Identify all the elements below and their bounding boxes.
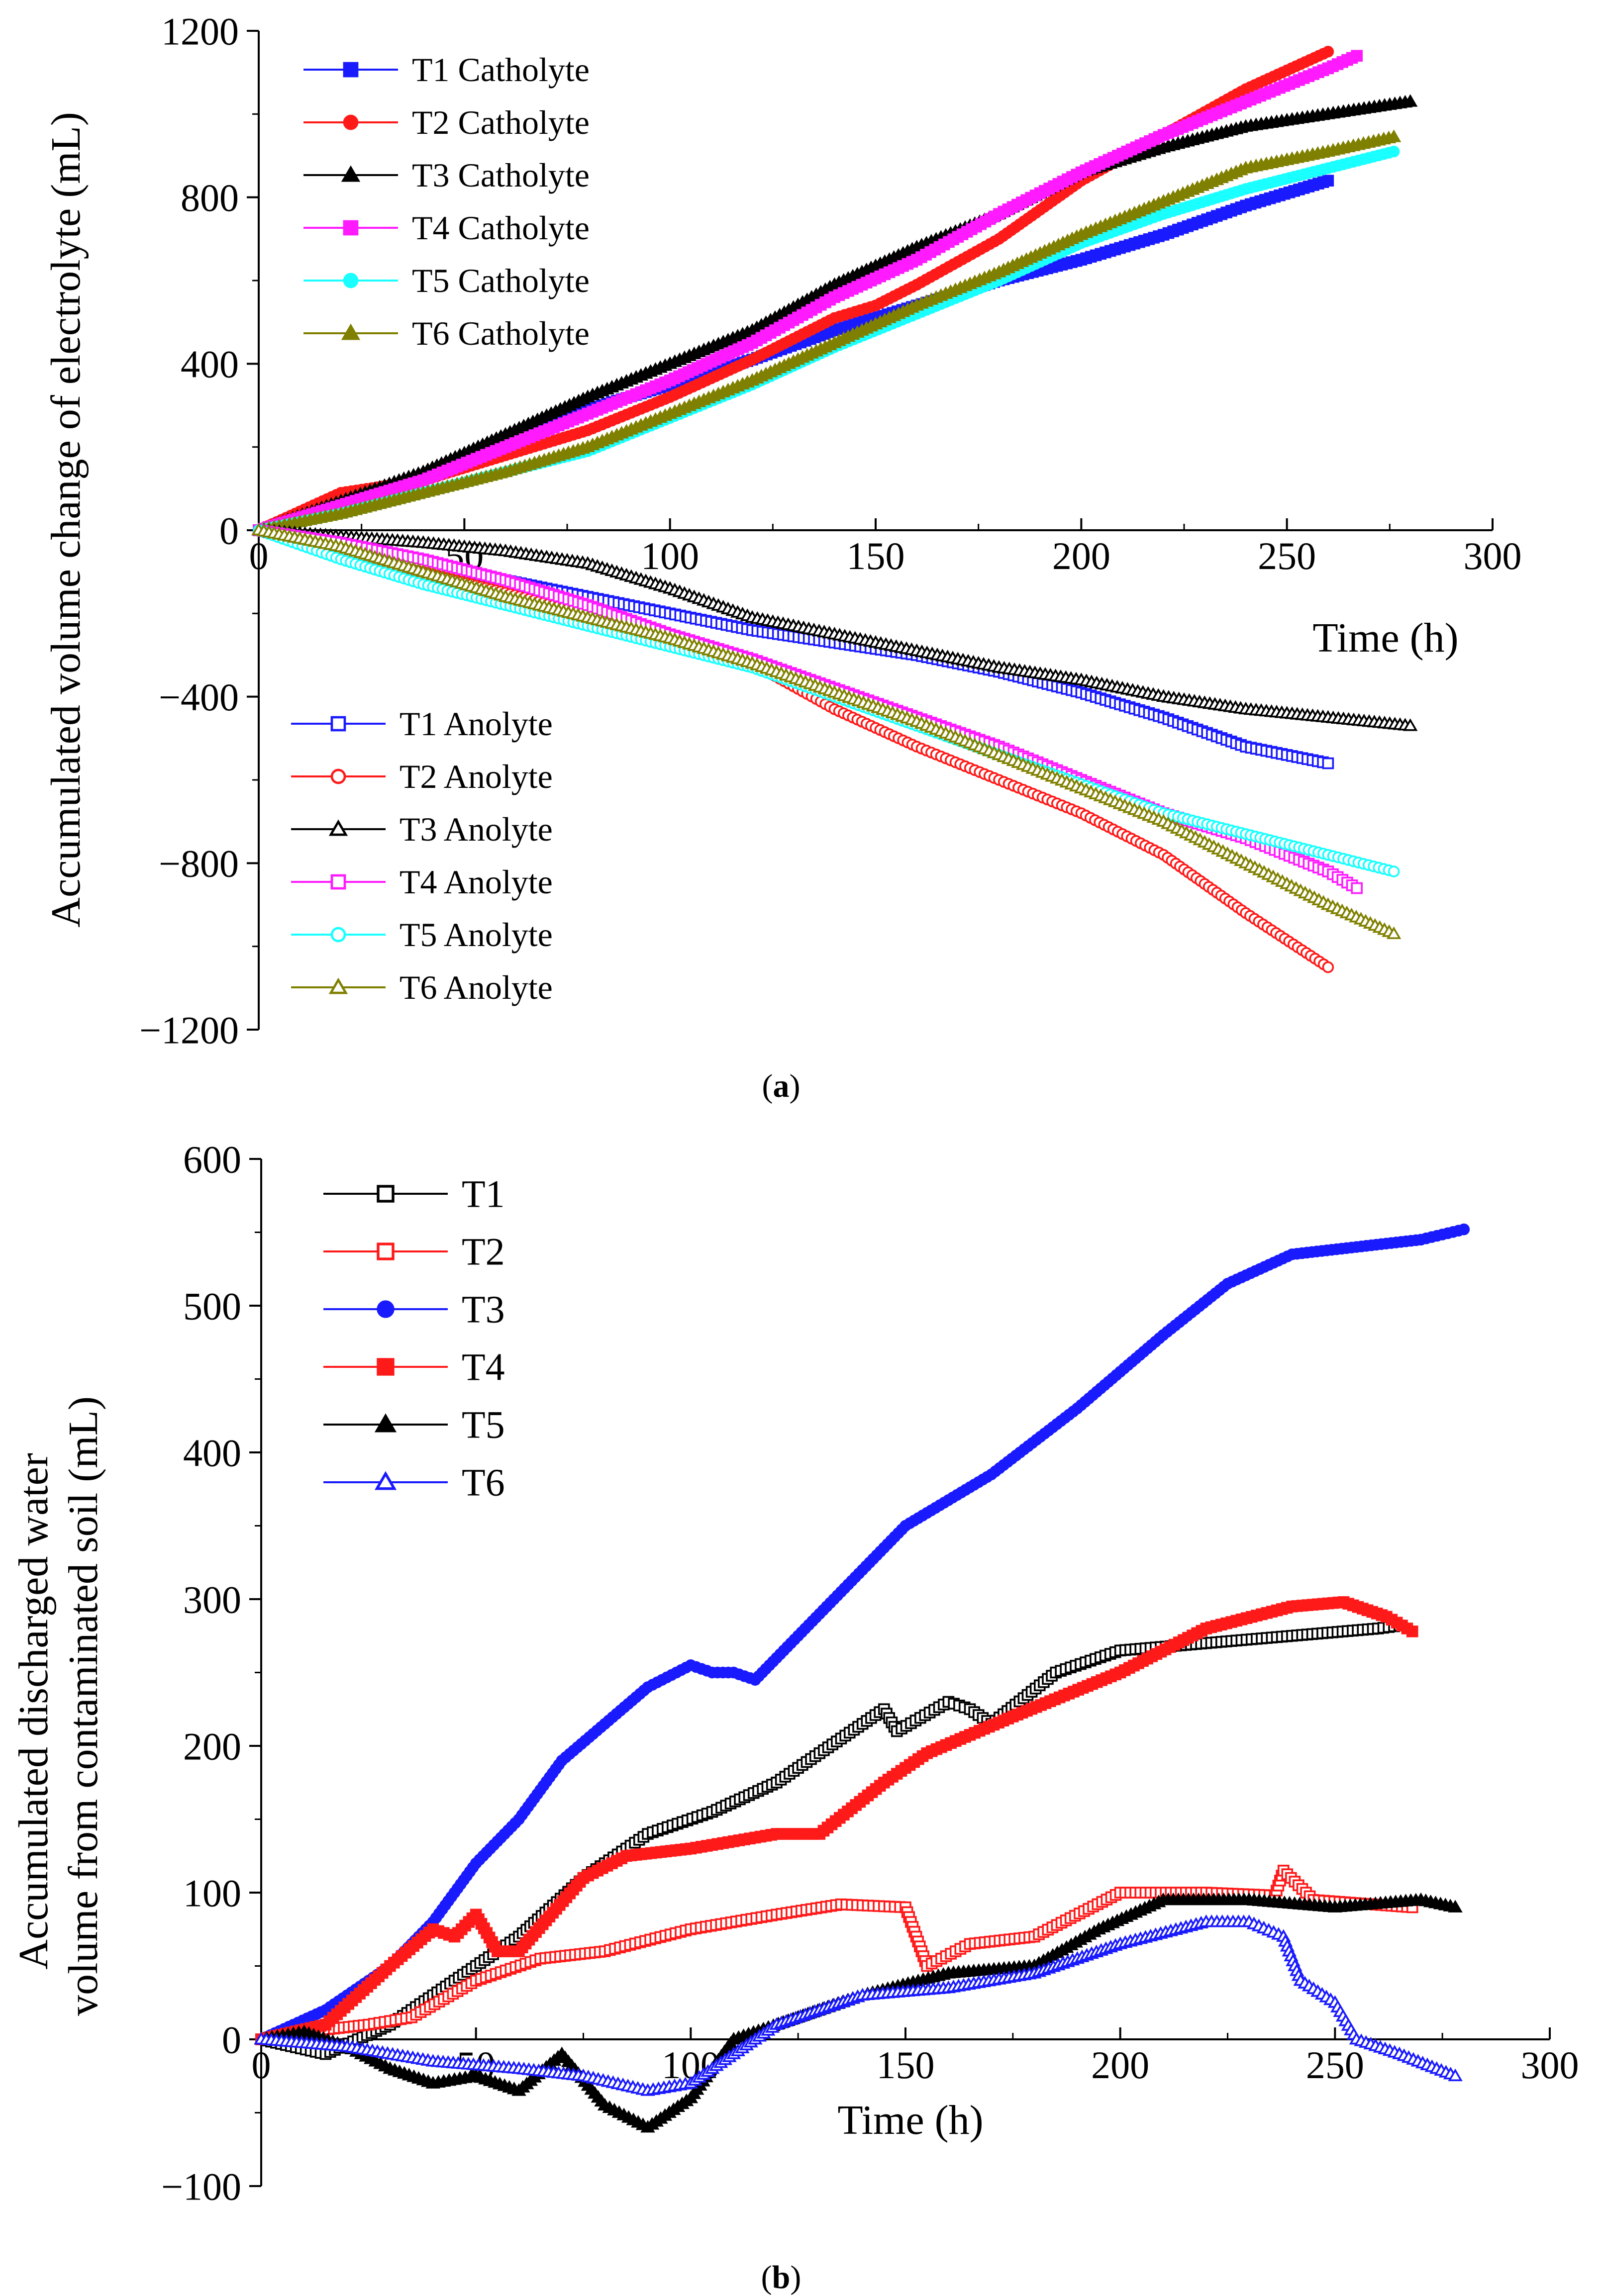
chart-b-x-tick-label: 200 — [1091, 2043, 1149, 2087]
chart-a-y-tick-label: 800 — [181, 176, 239, 219]
legend-label-t1: T1 — [462, 1172, 505, 1216]
legend-marker-t3 — [377, 1300, 395, 1318]
chart-a-x-tick-label: 0 — [249, 534, 269, 577]
series-point-t1-anolyte — [1322, 757, 1334, 769]
chart-a-series — [251, 46, 1418, 973]
legend-label-t4-catholyte: T4 Catholyte — [412, 209, 590, 247]
chart-b-panel-label: (b) — [761, 2259, 802, 2296]
chart-a-x-tick-label: 100 — [641, 534, 699, 577]
chart-a-x-tick-label: 250 — [1258, 534, 1316, 577]
chart-b-x-tick-label: 250 — [1306, 2043, 1364, 2087]
series-point-t3-catholyte — [1403, 94, 1418, 107]
legend-marker-t1 — [377, 1185, 395, 1203]
series-point-t4-catholyte — [1351, 50, 1363, 62]
legend-marker-t2 — [377, 1243, 395, 1260]
legend-marker-t1-catholyte — [343, 62, 359, 78]
legend-label-t3-catholyte: T3 Catholyte — [412, 156, 590, 194]
legend-label-t3-anolyte: T3 Anolyte — [400, 810, 553, 848]
legend-label-t6: T6 — [462, 1461, 505, 1504]
legend-label-t2: T2 — [462, 1230, 505, 1273]
series-point-t5-catholyte — [1388, 145, 1400, 158]
chart-b-y-tick-label: 200 — [183, 1724, 241, 1768]
series-point-t1-catholyte — [1322, 175, 1334, 187]
legend-marker-t5-catholyte — [343, 273, 359, 288]
chart-a-y-tick-label: −800 — [159, 842, 239, 885]
legend-marker-t2-anolyte — [330, 768, 346, 784]
series-point-t2-catholyte — [1322, 46, 1334, 58]
legend-label-t1-anolyte: T1 Anolyte — [400, 705, 553, 743]
chart-a-y-tick-label: −400 — [159, 675, 239, 719]
chart-b-x-tick-label: 150 — [877, 2043, 935, 2087]
chart-a-y-tick-label: 400 — [181, 343, 239, 386]
chart-b-x-axis-label: Time (h) — [837, 2097, 983, 2143]
chart-b-x-tick-label: 0 — [252, 2043, 271, 2087]
legend-label-t5: T5 — [462, 1403, 505, 1446]
legend-marker-t5-anolyte — [330, 927, 346, 943]
legend-marker-t4-catholyte — [343, 220, 359, 236]
legend-label-t3: T3 — [462, 1288, 505, 1331]
chart-b-x-tick-label: 300 — [1521, 2043, 1579, 2087]
legend-label-t4: T4 — [462, 1345, 505, 1389]
legend-label-t6-catholyte: T6 Catholyte — [412, 314, 590, 352]
legend-label-t4-anolyte: T4 Anolyte — [400, 863, 553, 901]
series-point-t3 — [1458, 1223, 1470, 1236]
legend-label-t5-anolyte: T5 Anolyte — [400, 916, 553, 954]
chart-b-y-tick-label: 500 — [183, 1284, 241, 1328]
series-point-t4-anolyte — [1351, 882, 1363, 894]
legend-label-t6-anolyte: T6 Anolyte — [400, 968, 553, 1006]
series-point-t4 — [1406, 1626, 1418, 1637]
chart-a-y-tick-label: 0 — [219, 509, 239, 552]
chart-a-x-tick-label: 150 — [847, 534, 905, 577]
legend-label-t2-catholyte: T2 Catholyte — [412, 103, 590, 141]
chart-a-x-tick-label: 200 — [1052, 534, 1110, 577]
series-point-t2-anolyte — [1322, 961, 1334, 973]
legend-marker-t4 — [377, 1358, 395, 1376]
chart-a-x-tick-label: 300 — [1464, 534, 1522, 577]
chart-b-y-tick-label: 300 — [183, 1578, 241, 1621]
legend-label-t1-catholyte: T1 Catholyte — [412, 51, 590, 89]
legend-marker-t1-anolyte — [330, 716, 346, 732]
legend-marker-t4-anolyte — [330, 874, 346, 890]
chart-b-y-tick-label: −100 — [161, 2165, 241, 2208]
chart-b-y-axis-label-line-2: volume from contaminated soil (mL) — [60, 1396, 106, 2016]
legend-marker-t2-catholyte — [343, 114, 359, 130]
chart-a-y-axis-label: Accumulated volume change of electrolyte… — [43, 112, 89, 928]
chart-b-y-tick-label: 400 — [183, 1431, 241, 1474]
legend-label-t5-catholyte: T5 Catholyte — [412, 262, 590, 299]
chart-b-y-tick-label: 600 — [183, 1138, 241, 1181]
series-point-t5-anolyte — [1388, 865, 1400, 877]
chart-a-y-tick-label: −1200 — [139, 1008, 239, 1052]
chart-b-y-axis-label-line-1: Accumulated discharged water — [10, 1453, 57, 1970]
chart-b-y-tick-label: 100 — [183, 1871, 241, 1914]
chart-a-x-axis-label: Time (h) — [1312, 615, 1458, 661]
chart-b-y-tick-label: 0 — [222, 2018, 241, 2061]
series-t4-catholyte — [253, 50, 1363, 536]
chart-a-panel-label: (a) — [762, 1068, 801, 1104]
chart-a-y-tick-label: 1200 — [161, 9, 239, 53]
legend-label-t2-anolyte: T2 Anolyte — [400, 758, 553, 795]
